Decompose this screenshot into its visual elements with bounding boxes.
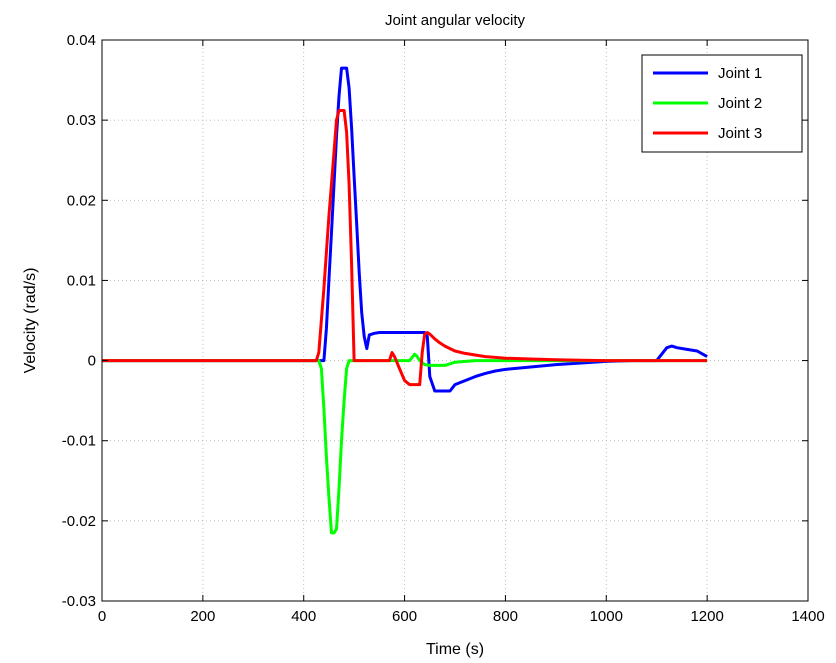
legend-label: Joint 3	[718, 125, 762, 142]
y-tick-label: 0.01	[67, 272, 96, 289]
x-tick-label: 1000	[590, 608, 623, 625]
y-tick-label: 0.04	[67, 32, 96, 49]
y-axis-label: Velocity (rad/s)	[22, 268, 39, 374]
y-tick-label: 0	[88, 353, 96, 370]
x-tick-label: 800	[493, 608, 518, 625]
x-tick-label: 200	[190, 608, 215, 625]
x-tick-label: 600	[392, 608, 417, 625]
y-tick-label: 0.02	[67, 192, 96, 209]
x-axis-label: Time (s)	[426, 641, 484, 658]
y-tick-label: -0.01	[62, 433, 96, 450]
series-line-joint-3	[102, 109, 708, 387]
legend-label: Joint 2	[718, 95, 762, 112]
plot-frame	[101, 39, 809, 602]
y-tick-label: -0.03	[62, 593, 96, 610]
series-line-joint-1	[102, 66, 708, 393]
y-tick-label: 0.03	[67, 112, 96, 129]
legend-label: Joint 1	[718, 65, 762, 82]
series-lines	[102, 66, 708, 535]
ticks: 0 200 400 600 800 1000 1200 1400 -0.03 -0.02 -0.01…	[62, 32, 825, 625]
x-tick-label: 1200	[690, 608, 723, 625]
x-tick-label: 1400	[791, 608, 824, 625]
x-tick-label: 0	[98, 608, 106, 625]
legend: Joint 1 Joint 2 Joint 3	[641, 54, 803, 153]
y-tick-label: -0.02	[62, 513, 96, 530]
x-tick-label: 400	[291, 608, 316, 625]
chart-title: Joint angular velocity	[385, 12, 526, 29]
